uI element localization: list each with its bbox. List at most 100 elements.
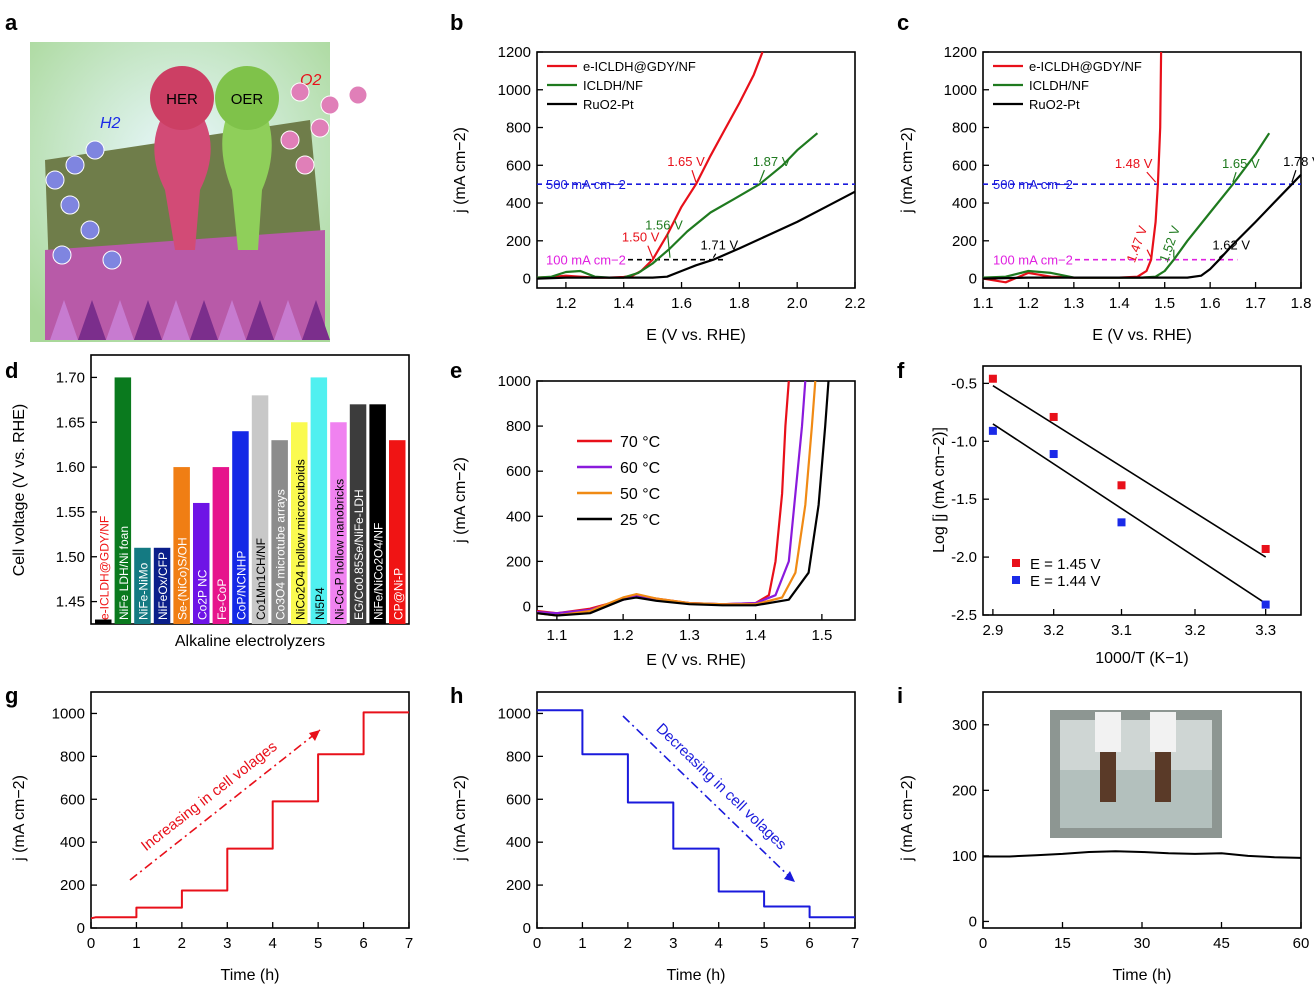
pyramid-facet — [78, 300, 106, 340]
e-series-line — [536, 380, 807, 615]
oer-figure — [222, 105, 272, 250]
g-ytick-label: 800 — [60, 748, 85, 765]
e-ytick-label: 800 — [506, 418, 531, 435]
c-ytick-label: 1000 — [944, 82, 977, 99]
h2-molecule — [102, 250, 122, 270]
oer-head — [215, 66, 279, 130]
c-frame — [982, 51, 1302, 289]
arrow-head — [784, 871, 795, 882]
i-xtick-label: 15 — [1054, 935, 1071, 952]
b-series-line — [536, 190, 856, 280]
annotation-arrow — [1146, 249, 1152, 258]
e-xtick-label: 1.2 — [613, 627, 634, 644]
bar-category-label: CoP/NCNHP — [234, 551, 248, 620]
h-ytick-label: 200 — [506, 877, 531, 894]
h2-molecule — [80, 220, 100, 240]
annotation-label: 1.50 V — [622, 230, 660, 245]
scatter-point — [988, 426, 997, 435]
g-ytick-label: 200 — [60, 877, 85, 894]
f-ytick-label: -2.5 — [951, 607, 977, 624]
bar — [310, 377, 328, 624]
d-ytick-label: 1.55 — [56, 504, 85, 521]
bar — [389, 440, 406, 624]
i-xtick-label: 0 — [979, 935, 987, 952]
annotation-arrow — [1146, 171, 1157, 183]
h-frame — [536, 691, 856, 929]
ref-label-500: 500 mA cm−2 — [546, 177, 626, 192]
c-xtick-label: 1.3 — [1063, 295, 1084, 312]
pyramid-facet — [218, 300, 246, 340]
e-ytick-label: 0 — [523, 598, 531, 615]
h-ytick-label: 600 — [506, 791, 531, 808]
pyramid-facet — [190, 300, 218, 340]
h-xtick-label: 1 — [578, 935, 586, 952]
y-axis-label: j (mA cm−2) — [452, 775, 469, 862]
ref-label-100: 100 mA cm−2 — [546, 253, 626, 268]
bar-category-label: Co3O4 microtube arrays — [274, 489, 288, 620]
i-ytick-label: 200 — [952, 782, 977, 799]
legend-label: ICLDH/NF — [583, 78, 643, 93]
y-axis-label: Log [j (mA cm−2)] — [931, 427, 948, 553]
f-ytick-label: -2.0 — [951, 549, 977, 566]
f-xtick-label: 3.1 — [1111, 622, 1132, 639]
h-xtick-label: 2 — [624, 935, 632, 952]
f-xtick-label: 2.9 — [982, 622, 1003, 639]
h-ytick-label: 400 — [506, 834, 531, 851]
h-xtick-label: 6 — [805, 935, 813, 952]
fit-line — [992, 385, 1267, 558]
y-axis-label: j (mA cm−2) — [899, 127, 916, 214]
ref-label-500: 500 mA cm−2 — [993, 177, 1073, 192]
annotation-arrow — [759, 169, 765, 183]
i-xtick-label: 45 — [1213, 935, 1230, 952]
her-figure — [154, 105, 211, 250]
y-axis-label: j (mA cm−2) — [452, 457, 469, 544]
trend-annotation: Increasing in cell volages — [138, 738, 281, 855]
pyramid-facet — [162, 300, 190, 340]
fit-line — [992, 423, 1267, 605]
bar-category-label: NiFe-NiMo — [136, 562, 150, 620]
b-xtick-label: 1.6 — [671, 295, 692, 312]
b-ytick-label: 0 — [523, 271, 531, 288]
d-ytick-label: 1.45 — [56, 594, 85, 611]
c-xtick-label: 1.6 — [1200, 295, 1221, 312]
g-frame — [90, 691, 410, 929]
pyramid-facet — [106, 300, 134, 340]
h-ytick-label: 1000 — [498, 705, 531, 722]
legend-marker — [1012, 559, 1020, 567]
scatter-point — [1117, 518, 1126, 527]
g-ytick-label: 400 — [60, 834, 85, 851]
i-ytick-label: 300 — [952, 717, 977, 734]
ref-label-100: 100 mA cm−2 — [993, 253, 1073, 268]
h2-molecule — [45, 170, 65, 190]
g-xtick-label: 3 — [223, 935, 231, 952]
bar-category-label: CP@Ni-P — [391, 568, 405, 620]
scatter-point — [1117, 481, 1126, 490]
x-axis-label: E (V vs. RHE) — [646, 327, 746, 344]
b-series-line — [536, 132, 819, 279]
h-xtick-label: 4 — [715, 935, 723, 952]
bar — [153, 547, 171, 624]
legend-label: e-ICLDH@GDY/NF — [1029, 59, 1142, 74]
i-ytick-label: 0 — [969, 913, 977, 930]
annotation-label: 1.78 V — [1283, 154, 1314, 169]
e-series-line — [536, 380, 830, 617]
bar — [173, 467, 190, 624]
b-xtick-label: 2.0 — [787, 295, 808, 312]
i-xtick-label: 60 — [1293, 935, 1310, 952]
bar — [251, 395, 269, 624]
x-axis-label: Time (h) — [667, 967, 726, 984]
h2-molecule — [85, 140, 105, 160]
c-xtick-label: 1.1 — [973, 295, 994, 312]
g-series-line — [90, 711, 409, 920]
c-ytick-label: 800 — [952, 120, 977, 137]
panel-label: e — [450, 358, 462, 383]
pyramid-facet — [274, 300, 302, 340]
annotation-arrow — [712, 253, 717, 258]
panel-label: g — [5, 683, 18, 708]
h2-label: H2 — [100, 115, 121, 132]
inset-electrolyte — [1060, 770, 1212, 828]
oer-label: OER — [231, 91, 264, 108]
bar-category-label: Fe-CoP — [215, 579, 229, 620]
x-axis-label: 1000/T (K−1) — [1095, 650, 1189, 667]
y-axis-label: j (mA cm−2) — [452, 127, 469, 214]
